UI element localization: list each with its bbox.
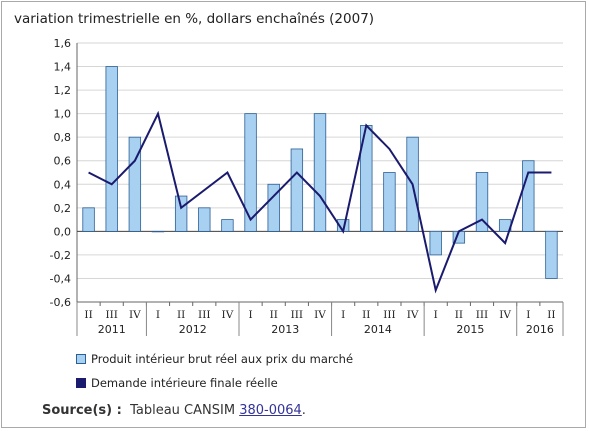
y-tick-label: -0,4	[50, 272, 71, 285]
y-tick-label: 0,0	[54, 225, 72, 238]
x-tick-label: II	[177, 309, 185, 321]
x-tick-label: III	[383, 309, 395, 321]
x-tick-label: III	[105, 309, 117, 321]
x-tick-label: II	[362, 309, 370, 321]
year-label: 2014	[364, 323, 392, 336]
year-label: 2015	[456, 323, 484, 336]
bar	[475, 172, 489, 232]
y-tick-label: 1,2	[54, 84, 72, 97]
bar	[429, 230, 442, 256]
year-label: 2011	[98, 323, 126, 336]
x-tick-label: I	[248, 309, 252, 321]
bar	[545, 230, 558, 279]
x-tick-label: I	[341, 309, 345, 321]
x-tick-label: III	[291, 309, 303, 321]
bar	[82, 207, 95, 232]
y-tick-label: 0,8	[54, 131, 72, 144]
source-suffix: .	[301, 403, 306, 418]
legend-swatch-line	[76, 378, 86, 388]
x-tick-label: IV	[407, 309, 419, 321]
x-tick-label: III	[198, 309, 210, 321]
bar	[244, 113, 257, 232]
bar	[290, 148, 304, 232]
x-tick-label: IV	[222, 309, 234, 321]
line-series	[88, 110, 552, 294]
legend-label-demand: Demande intérieure finale réelle	[91, 376, 278, 390]
year-label: 2012	[179, 323, 207, 336]
y-tick-label: 1,0	[54, 108, 72, 121]
x-tick-label: III	[476, 309, 488, 321]
y-tick-label: 0,4	[54, 178, 72, 191]
bar	[267, 183, 280, 232]
year-label: 2016	[526, 323, 554, 336]
source-link[interactable]: 380-0064	[239, 403, 302, 418]
bar	[105, 66, 118, 232]
x-tick-label: IV	[499, 309, 511, 321]
x-tick-label: IV	[314, 309, 326, 321]
bar	[174, 195, 188, 232]
x-tick-label: I	[156, 309, 160, 321]
source-text: Tableau CANSIM	[130, 403, 236, 418]
y-tick-label: 1,6	[54, 37, 72, 50]
bar	[128, 136, 142, 232]
x-tick-label: II	[455, 309, 463, 321]
source-label: Source(s) :	[42, 403, 122, 418]
legend-label-gdp: Produit intérieur brut réel aux prix du …	[91, 352, 354, 366]
y-tick-label: 0,6	[54, 155, 72, 168]
y-tick-label: -0,2	[50, 249, 71, 262]
bar	[198, 207, 211, 232]
x-tick-label: II	[270, 309, 278, 321]
x-tick-label: I	[434, 309, 438, 321]
bar	[151, 230, 165, 233]
source-note: Source(s) : Tableau CANSIM 380-0064.	[42, 403, 306, 418]
bar	[313, 113, 327, 232]
y-tick-label: -0,6	[50, 296, 71, 309]
x-tick-label: II	[84, 309, 92, 321]
bar	[522, 160, 535, 232]
legend-swatch-bar	[76, 354, 86, 364]
bar	[221, 219, 234, 232]
x-tick-label: II	[547, 309, 555, 321]
chart-title: variation trimestrielle en %, dollars en…	[14, 11, 375, 27]
y-tick-label: 0,2	[54, 202, 72, 215]
year-label: 2013	[271, 323, 299, 336]
x-tick-label: I	[526, 309, 530, 321]
x-tick-label: IV	[129, 309, 141, 321]
y-tick-label: 1,4	[54, 61, 72, 74]
bar	[383, 172, 396, 232]
